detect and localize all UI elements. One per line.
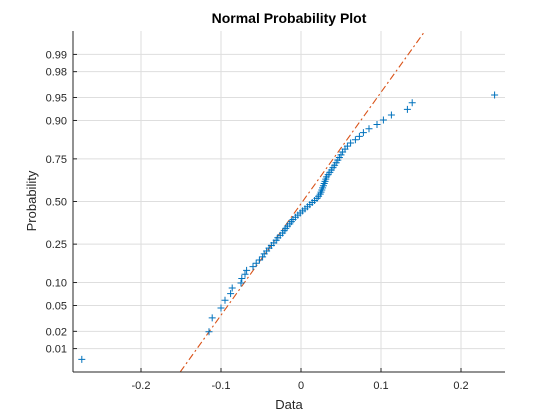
data-point — [351, 136, 359, 144]
data-point — [408, 99, 416, 107]
tick-labels: -0.2 -0.1 0 0.1 0.2 0.01 0.02 0.05 0.10 0.25 0.50 0… — [46, 49, 469, 392]
data-point — [255, 256, 263, 264]
data-point — [238, 274, 246, 282]
data-point — [227, 290, 235, 298]
x-axis-label: Data — [275, 397, 303, 412]
data-point — [387, 111, 395, 119]
data-point — [347, 139, 355, 147]
data-point — [343, 142, 351, 150]
data-point — [259, 253, 267, 261]
data-point — [241, 270, 249, 278]
x-tick-label: 0.1 — [373, 380, 388, 392]
data-point — [228, 284, 236, 292]
y-tick-label: 0.98 — [46, 67, 67, 79]
y-axis-label: Probability — [24, 170, 39, 231]
data-points — [78, 91, 499, 363]
data-point — [359, 129, 367, 137]
y-tick-label: 0.10 — [46, 278, 67, 290]
data-point — [205, 328, 213, 336]
y-tick-label: 0.75 — [46, 154, 67, 166]
data-point — [355, 132, 363, 140]
data-point — [379, 116, 387, 124]
y-tick-label: 0.95 — [46, 93, 67, 105]
y-tick-label: 0.25 — [46, 239, 67, 251]
data-point — [491, 91, 499, 99]
y-tick-label: 0.50 — [46, 197, 67, 209]
reference-line-layer — [179, 31, 426, 372]
chart-title: Normal Probability Plot — [212, 10, 367, 26]
x-tick-label: 0.2 — [453, 380, 468, 392]
data-point — [403, 105, 411, 113]
data-point — [365, 125, 373, 133]
data-point — [373, 121, 381, 129]
y-tick-label: 0.01 — [46, 344, 67, 356]
data-point — [243, 266, 251, 274]
data-point — [221, 296, 229, 304]
data-point — [252, 259, 260, 267]
y-tick-label: 0.90 — [46, 115, 67, 127]
x-tick-label: 0 — [298, 380, 304, 392]
x-tick-label: -0.1 — [212, 380, 231, 392]
x-tick-label: -0.2 — [132, 380, 151, 392]
grid-lines — [73, 31, 505, 372]
data-point — [217, 304, 225, 312]
axes — [72, 31, 505, 373]
data-point — [208, 314, 216, 322]
y-tick-label: 0.99 — [46, 49, 67, 61]
y-tick-label: 0.05 — [46, 300, 67, 312]
data-point — [237, 279, 245, 287]
reference-line — [179, 31, 426, 372]
data-point — [249, 263, 257, 271]
data-point — [78, 355, 86, 363]
y-tick-label: 0.02 — [46, 326, 67, 338]
